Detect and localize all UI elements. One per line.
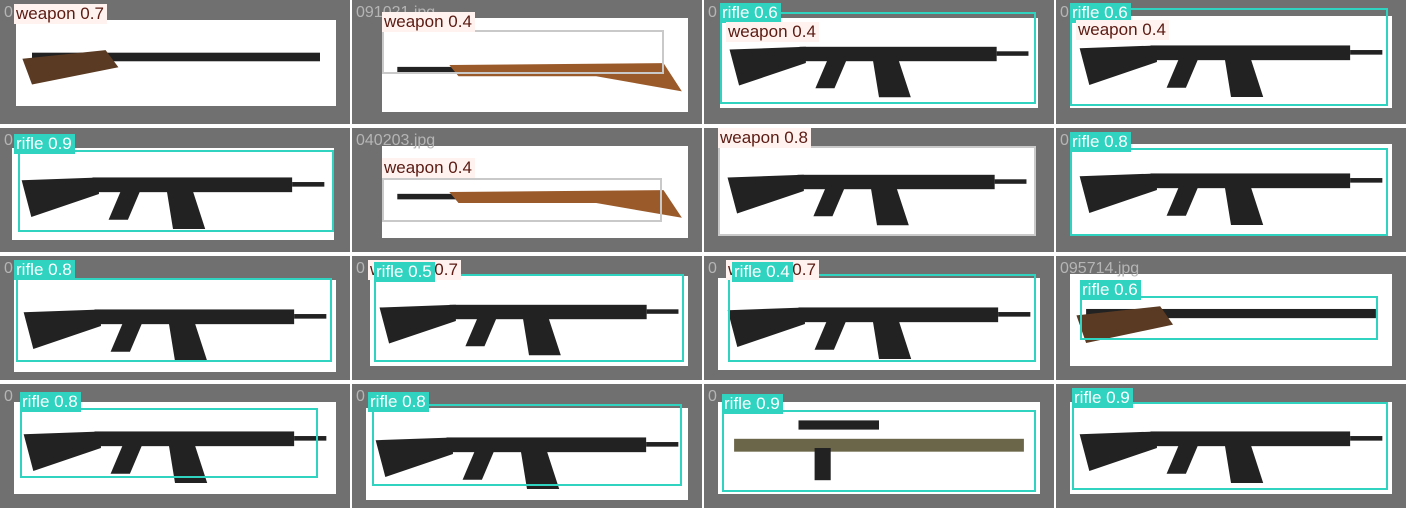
bounding-box	[722, 410, 1036, 492]
mosaic-tile: 095714.jpg rifle 0.6	[1056, 256, 1406, 380]
detection-label: rifle 0.8	[368, 392, 429, 412]
image-filename: 0	[4, 388, 13, 405]
bounding-box	[1072, 402, 1388, 490]
bounding-box	[1070, 8, 1388, 106]
mosaic-tile: 0 rifle 0.9	[0, 128, 350, 252]
detection-label: weapon 0.8	[718, 128, 811, 148]
mosaic-tile: 0 rifle 0.9	[704, 384, 1054, 508]
detection-label: rifle 0.5	[374, 262, 435, 282]
image-filename: 0	[4, 4, 13, 21]
mosaic-tile: weapon 0.8	[704, 128, 1054, 252]
mosaic-tile: 0 rifle 0.8	[1056, 128, 1406, 252]
bounding-box	[20, 408, 318, 478]
detection-label: weapon 0.4	[382, 12, 475, 32]
detection-label: weapon 0.4	[1076, 20, 1169, 40]
detection-label: weapon 0.7	[14, 4, 107, 24]
gun-image	[370, 276, 688, 366]
image-filename: 095714.jpg	[1060, 260, 1140, 277]
bounding-box	[16, 278, 332, 362]
bounding-box	[720, 12, 1036, 104]
bounding-box	[382, 30, 664, 74]
detection-label: weapon 0.4	[726, 22, 819, 42]
gun-image	[14, 280, 336, 372]
image-filename: 0	[708, 388, 717, 405]
mosaic-tile: 0 weapon 0.7	[0, 0, 350, 124]
detection-label: rifle 0.6	[1070, 3, 1131, 23]
gun-image	[1070, 144, 1392, 236]
gun-image	[16, 20, 336, 106]
detection-label: rifle 0.6	[1080, 280, 1141, 300]
detection-label: rifle 0.6	[720, 3, 781, 23]
mosaic-tile: 0 rifle 0.6 weapon 0.4	[1056, 0, 1406, 124]
detection-label: rifle 0.8	[20, 392, 81, 412]
image-filename: 0	[356, 388, 365, 405]
gun-image	[718, 146, 1036, 236]
bounding-box	[372, 404, 682, 486]
image-filename: 0	[708, 4, 717, 21]
detection-label: rifle 0.8	[14, 260, 75, 280]
gun-image	[382, 18, 688, 112]
detection-label: rifle 0.9	[722, 394, 783, 414]
detection-label: weapon 0.4	[382, 158, 475, 178]
bounding-box	[718, 146, 1036, 236]
bounding-box	[382, 178, 662, 222]
gun-image	[14, 402, 336, 494]
gun-image	[718, 402, 1040, 494]
image-filename: 0	[708, 260, 717, 277]
image-filename: 0	[356, 260, 365, 277]
gun-image	[12, 148, 334, 240]
detection-label: rifle 0.4	[732, 262, 793, 282]
detection-label: rifle 0.9	[1072, 388, 1133, 408]
bounding-box	[374, 274, 684, 362]
bounding-box	[18, 150, 334, 232]
mosaic-tile: 0 rifle 0.6 weapon 0.4	[704, 0, 1054, 124]
bounding-box	[728, 274, 1036, 362]
gun-image	[718, 278, 1040, 370]
mosaic-tile: rifle 0.9	[1056, 384, 1406, 508]
image-filename: 0	[4, 260, 13, 277]
gun-image	[1070, 402, 1392, 494]
mosaic-tile: 040203.jpg weapon 0.4	[352, 128, 702, 252]
bounding-box	[1070, 148, 1388, 236]
detection-label: rifle 0.8	[1070, 132, 1131, 152]
image-filename: 0	[4, 132, 13, 149]
mosaic-tile: 0 rifle 0.8	[0, 256, 350, 380]
detection-label: rifle 0.9	[14, 134, 75, 154]
image-filename: 0	[1060, 132, 1069, 149]
bounding-box	[1080, 296, 1378, 340]
image-filename: 0	[1060, 4, 1069, 21]
mosaic-tile: 0 rifle 0.8	[0, 384, 350, 508]
image-filename: 040203.jpg	[356, 132, 436, 149]
mosaic-tile: 0 rifle 0.8	[352, 384, 702, 508]
